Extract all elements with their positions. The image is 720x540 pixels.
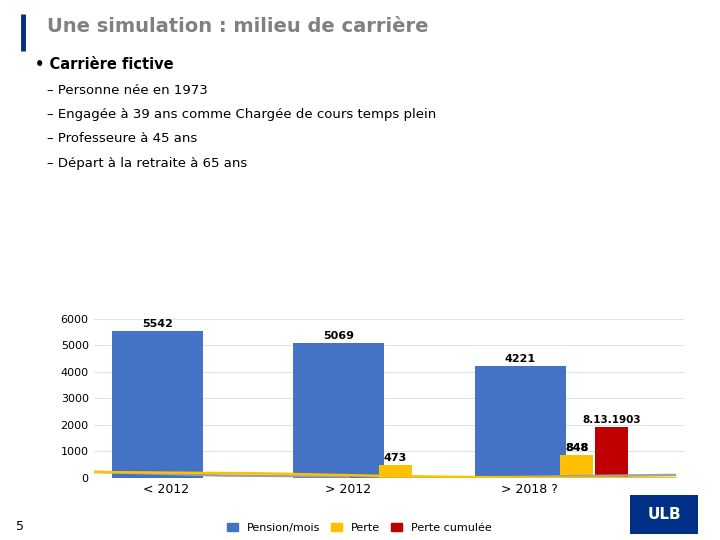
Bar [475, 366, 566, 478]
Bar [595, 427, 628, 478]
Bar [112, 331, 202, 478]
Text: 5: 5 [16, 520, 24, 534]
Text: 5069: 5069 [323, 331, 354, 341]
Text: • Carrière fictive: • Carrière fictive [35, 57, 174, 72]
Text: – Personne née en 1973: – Personne née en 1973 [47, 84, 207, 97]
Text: 4221: 4221 [505, 354, 536, 364]
Text: Une simulation : milieu de carrière: Une simulation : milieu de carrière [47, 17, 428, 37]
Text: 473: 473 [384, 453, 407, 463]
Text: – Engagée à 39 ans comme Chargée de cours temps plein: – Engagée à 39 ans comme Chargée de cour… [47, 108, 436, 121]
Text: 5542: 5542 [142, 319, 173, 329]
Bar [294, 343, 384, 478]
Text: 848: 848 [565, 443, 588, 453]
Bar [379, 465, 412, 478]
Legend: Pension/mois, Perte, Perte cumulée: Pension/mois, Perte, Perte cumulée [222, 518, 497, 537]
Bar [560, 455, 593, 478]
Text: – Départ à la retraite à 65 ans: – Départ à la retraite à 65 ans [47, 157, 247, 170]
Text: ULB: ULB [647, 507, 681, 522]
Text: – Professeure à 45 ans: – Professeure à 45 ans [47, 132, 197, 145]
Text: 848: 848 [565, 443, 588, 453]
Text: 8.13.1903: 8.13.1903 [582, 415, 641, 426]
